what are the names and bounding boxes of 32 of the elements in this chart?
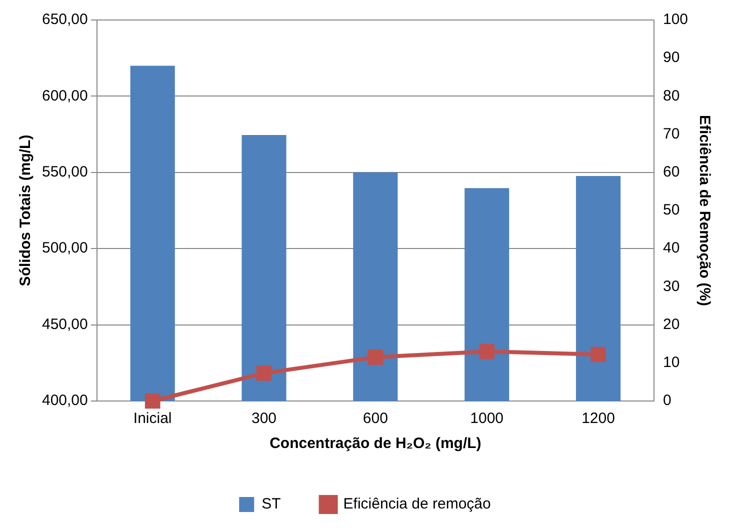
point bbox=[368, 350, 384, 365]
y-tick-label: 400,00 bbox=[42, 392, 88, 410]
y2-tick-label: 10 bbox=[662, 354, 680, 372]
x-tick-label: 1200 bbox=[582, 410, 615, 428]
y-tick-label: 550,00 bbox=[42, 164, 88, 181]
y2-tick-label: 30 bbox=[662, 278, 680, 295]
y2-tick-label: 90 bbox=[662, 49, 680, 66]
legend-label: Eficiência de remoção bbox=[343, 496, 491, 513]
y-axis-title: Sólidos Totais (mg/L) bbox=[17, 134, 34, 286]
x-axis-title: Concentração de H₂O₂ (mg/L) bbox=[270, 435, 482, 452]
x-tick-label: Inicial bbox=[133, 410, 172, 428]
x-tick-label: 1000 bbox=[470, 410, 504, 428]
y2-tick-label: 40 bbox=[662, 240, 680, 257]
y2-tick-label: 70 bbox=[662, 125, 680, 142]
y2-tick-label: 50 bbox=[662, 202, 680, 219]
legend-label: ST bbox=[262, 496, 281, 513]
point bbox=[590, 346, 606, 362]
x-tick-label: 300 bbox=[251, 410, 277, 428]
y2-tick-label: 20 bbox=[662, 316, 680, 333]
y-tick-label: 450,00 bbox=[42, 316, 88, 333]
y-tick-label: 650,00 bbox=[42, 11, 88, 28]
point bbox=[256, 366, 272, 381]
y2-tick-label: 60 bbox=[662, 164, 680, 181]
y2-tick-label: 80 bbox=[662, 87, 680, 104]
y2-tick-label: 0 bbox=[662, 392, 672, 410]
y-tick-label: 600,00 bbox=[42, 87, 88, 104]
y2-tick-label: 100 bbox=[662, 11, 688, 28]
point bbox=[479, 344, 494, 360]
y-tick-label: 500,00 bbox=[42, 240, 88, 257]
y2-axis-title: Eficiência de Remoção (%) bbox=[696, 115, 713, 306]
point bbox=[144, 393, 160, 409]
x-tick-label: 600 bbox=[362, 410, 388, 428]
